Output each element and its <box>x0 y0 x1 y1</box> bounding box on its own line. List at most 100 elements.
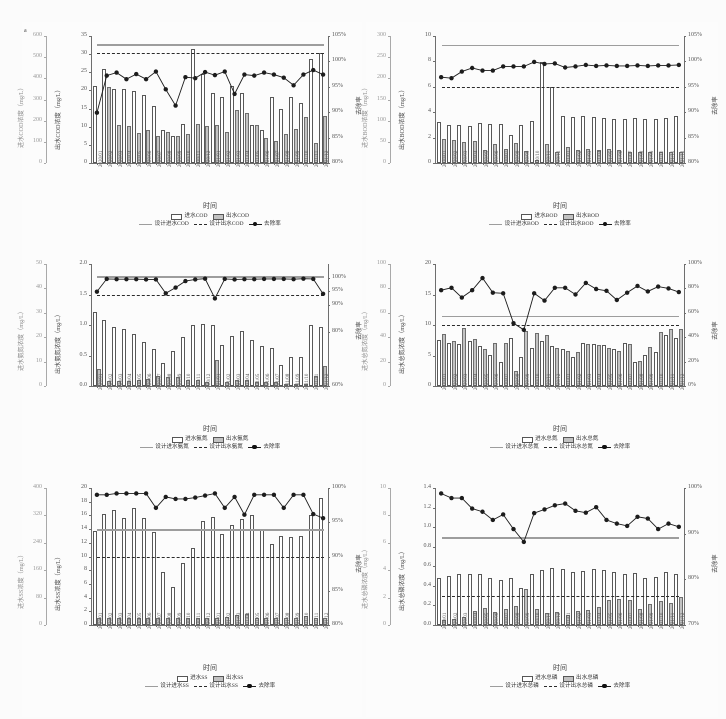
x-ticklabel: 2020/11 <box>197 612 203 629</box>
left-inner-ticklabel: 8 <box>428 57 431 64</box>
x-tick <box>106 163 108 165</box>
right-ticklabel: 100% <box>332 57 346 64</box>
right-tick <box>684 137 686 139</box>
bar-outflow <box>679 328 684 386</box>
bar-inflow <box>92 530 97 625</box>
left-inner-ticklabel: 0 <box>428 382 431 388</box>
x-ticklabel: 2021/08 <box>285 373 291 390</box>
left-outer-tick <box>44 361 46 363</box>
bar-outflow <box>586 343 591 386</box>
legend-row-lines: 设计进水BOD 设计出水BOD 去除率 <box>426 221 694 229</box>
right-ticklabel: 95% <box>332 518 343 525</box>
left-inner-ticklabel: 15 <box>425 290 431 297</box>
bar-inflow <box>289 536 294 625</box>
left-outer-tick <box>388 625 390 626</box>
bar-outflow <box>126 125 131 163</box>
legend-swatch-outflow <box>212 437 224 443</box>
right-tick <box>328 291 330 293</box>
x-tick <box>678 163 680 165</box>
right-ticklabel: 85% <box>332 586 343 593</box>
legend-swatch-removal-rate <box>247 445 261 450</box>
bar-inflow <box>519 588 524 625</box>
x-tick <box>575 386 577 388</box>
left-inner-ticklabel: 8 <box>84 566 87 573</box>
bar-inflow <box>269 97 274 163</box>
legend-item: 进水BOD <box>521 213 558 221</box>
bar-outflow <box>195 379 200 386</box>
bar-outflow <box>205 382 210 386</box>
x-tick <box>185 386 187 388</box>
left-inner-tick <box>89 108 91 110</box>
left-inner-axis-title-ss: 出水SS浓度（mg/L） <box>55 553 62 612</box>
x-tick <box>136 625 138 627</box>
left-inner-ticklabel: 0 <box>84 621 87 627</box>
x-axis-title-cod: 时间 <box>203 202 217 210</box>
x-ticklabel: 2021/04 <box>598 612 604 629</box>
left-outer-axis-ss <box>46 488 47 625</box>
right-ticklabel: 80% <box>332 327 343 334</box>
left-outer-ticklabel: 80 <box>36 593 42 600</box>
x-axis-title-nh3n: 时间 <box>203 425 217 433</box>
legend-item: 设计出水氨氮 <box>193 444 243 452</box>
bar-outflow <box>293 129 298 163</box>
x-ticklabel: 2020/03 <box>463 612 469 629</box>
bar-inflow <box>674 574 679 625</box>
x-tick <box>313 625 315 627</box>
bar-inflow <box>230 335 235 386</box>
x-ticklabel: 2020/05 <box>138 150 144 167</box>
bar-outflow <box>596 149 601 163</box>
legend-item: 去除率 <box>247 444 280 452</box>
bar-inflow <box>436 340 441 386</box>
bar-inflow <box>508 578 514 625</box>
bar-inflow <box>622 342 627 386</box>
chart-panel-tp: 0 2 4 6 8 10 进水总磷浓度（mg/L） 0.0 0.2 0.4 0.6 0.8 1.0 1.2… <box>362 474 719 717</box>
bar-outflow <box>503 343 508 386</box>
x-tick <box>165 386 167 388</box>
x-ticklabel: 2021/12 <box>325 150 331 167</box>
left-inner-tick <box>89 542 91 544</box>
legend-label: 设计进水BOD <box>504 220 539 227</box>
left-inner-ticklabel: 35 <box>81 32 87 38</box>
x-tick <box>575 625 577 627</box>
bar-inflow <box>259 345 264 386</box>
bar-outflow <box>658 152 663 163</box>
legend-tp: 进水总磷 出水总磷 设计进水总磷 设计出水总磷 去除率 <box>426 675 694 690</box>
bar-outflow <box>679 152 684 163</box>
bar-outflow <box>107 618 112 625</box>
legend-label: 设计出水SS <box>209 682 238 689</box>
bar-outflow <box>107 87 112 163</box>
x-ticklabel: 2021/06 <box>266 612 272 629</box>
x-tick <box>575 163 577 165</box>
bar-outflow <box>513 605 519 625</box>
x-tick <box>126 163 128 165</box>
removal-rate-line-nh3n <box>94 276 326 301</box>
right-tick <box>684 163 686 164</box>
x-tick <box>658 163 660 165</box>
x-tick <box>451 625 453 627</box>
legend-swatch-design-in <box>139 223 153 225</box>
left-inner-tick <box>89 163 91 164</box>
left-inner-ticklabel: 15 <box>81 104 87 111</box>
bar-outflow <box>565 146 570 163</box>
right-axis-title-bod: 去除率 <box>712 96 719 115</box>
chart-panel-bod: 0 50 100 150 200 250 300 进水BOD浓度（mg/L） 0 2 4 6 8 10 出水… <box>362 22 719 255</box>
x-tick <box>205 625 207 627</box>
x-tick <box>585 625 587 627</box>
x-tick <box>244 386 246 388</box>
bar-inflow <box>643 578 648 625</box>
left-outer-axis-title-ss: 进水SS浓度（mg/L） <box>18 551 25 609</box>
left-outer-tick <box>388 120 390 122</box>
left-outer-ticklabel: 0 <box>39 159 42 165</box>
left-outer-tick <box>44 36 46 37</box>
x-tick <box>441 386 443 388</box>
left-inner-ticklabel: 10 <box>81 552 87 559</box>
x-ticklabel: 2021/12 <box>325 612 331 629</box>
legend-item: 出水SS <box>212 675 243 683</box>
x-tick <box>451 163 453 165</box>
bar-outflow <box>648 346 653 386</box>
x-ticklabel: 2021/01 <box>216 612 222 629</box>
bar-outflow <box>617 598 622 625</box>
left-inner-tick <box>433 605 435 607</box>
left-outer-ticklabel: 240 <box>33 538 42 545</box>
bar-inflow <box>190 48 195 163</box>
